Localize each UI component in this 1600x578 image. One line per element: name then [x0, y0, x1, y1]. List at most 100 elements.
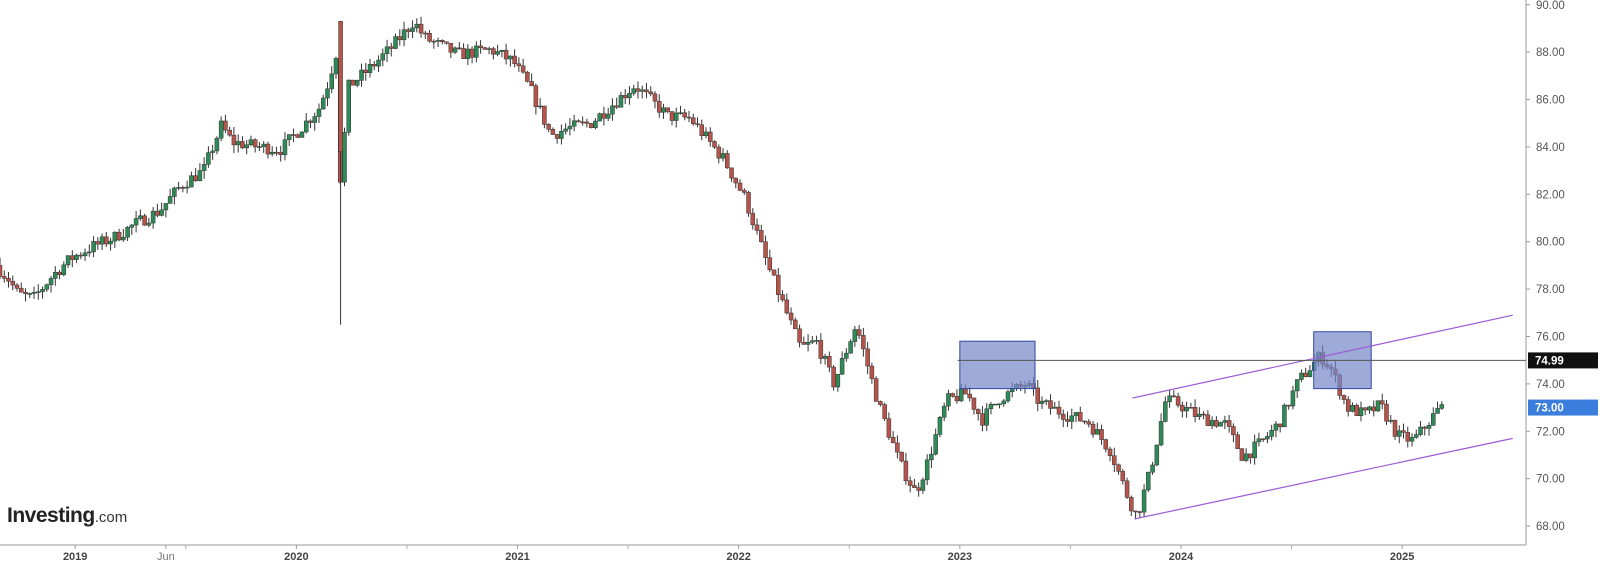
candle [227, 126, 232, 137]
candle [1282, 403, 1287, 428]
candle [916, 482, 921, 497]
candle [729, 167, 734, 183]
candle [350, 79, 356, 86]
candle [278, 145, 283, 162]
candle [971, 397, 977, 415]
candle-body [720, 153, 726, 159]
candle-body [818, 340, 824, 359]
candle [639, 85, 645, 99]
candle-body [1358, 407, 1364, 416]
chart-grid [0, 0, 1527, 546]
candle [486, 46, 492, 55]
candle [1184, 401, 1189, 418]
candle-body [622, 95, 628, 99]
candle [1277, 423, 1283, 433]
candle-body [827, 356, 832, 368]
candle [1303, 367, 1308, 378]
candle-body [1095, 429, 1100, 435]
candle-body [1371, 406, 1376, 412]
candle [1426, 422, 1432, 436]
candle [610, 98, 615, 121]
candle-body [1384, 403, 1389, 422]
candle [699, 119, 705, 141]
candle [988, 402, 994, 415]
candle-body [286, 134, 292, 140]
candle-body [1286, 404, 1291, 407]
candle-body [121, 236, 126, 241]
candle [180, 185, 186, 193]
candle-body [1039, 400, 1045, 404]
candle [1112, 447, 1117, 473]
candle-body [614, 105, 619, 108]
candle-body [1269, 429, 1274, 437]
candle-body [214, 137, 220, 152]
candle-body [997, 403, 1002, 406]
candle [503, 43, 509, 65]
candle [389, 42, 394, 57]
candle-body [1167, 395, 1172, 403]
candle [512, 49, 517, 68]
x-tick-label: 2020 [284, 551, 308, 563]
candle-body [1235, 434, 1240, 450]
candle [1371, 400, 1376, 417]
candle [716, 144, 722, 164]
candle-body [223, 120, 228, 131]
candle [1388, 414, 1394, 424]
candle [1073, 411, 1079, 423]
candle [210, 144, 215, 160]
candle-body [150, 210, 156, 224]
x-tick-label: 2024 [1169, 551, 1194, 563]
candle-body [325, 88, 330, 99]
candle [1154, 444, 1160, 467]
candle [1005, 389, 1011, 403]
candle [801, 336, 807, 345]
candle-body [342, 131, 347, 183]
candle-body [1226, 420, 1232, 427]
candle-body [763, 241, 768, 258]
candle-body [397, 36, 403, 41]
candle-body [252, 139, 258, 148]
candle-body [533, 85, 539, 107]
candle-body [329, 73, 334, 90]
candle-body [125, 226, 130, 238]
candle [1163, 396, 1168, 423]
candle-body [1201, 413, 1206, 416]
candle-body [282, 139, 288, 156]
candle-body [1001, 400, 1006, 405]
candle-body [588, 123, 594, 128]
candle [308, 119, 313, 129]
candle-body [1303, 372, 1308, 377]
candle-body [1141, 489, 1147, 513]
candle-body [0, 265, 3, 277]
candle [1180, 401, 1185, 418]
candle-body [163, 203, 169, 211]
candle [91, 236, 96, 258]
candle-body [57, 271, 62, 275]
candle-body [1422, 426, 1428, 429]
candle [40, 286, 45, 299]
candle [946, 389, 951, 411]
candle [2, 270, 7, 283]
candle-body [218, 120, 224, 139]
candle-body [690, 117, 696, 124]
candle [975, 408, 981, 421]
candle [393, 33, 398, 50]
candle [839, 351, 845, 375]
candle [622, 89, 628, 105]
candle-body [499, 49, 505, 52]
candle [750, 208, 756, 230]
candle [784, 293, 790, 315]
candle [133, 211, 139, 233]
x-tick-label: 2025 [1390, 551, 1414, 563]
candle [1052, 402, 1058, 409]
candle-body [975, 409, 981, 414]
candle-body [359, 69, 364, 81]
candle-body [189, 175, 194, 188]
candle-body [784, 299, 790, 314]
candle [508, 55, 513, 67]
candle [176, 181, 181, 191]
candle-body [559, 130, 564, 139]
candle-body [112, 231, 118, 242]
candle [605, 107, 611, 121]
candle-body [1197, 413, 1202, 417]
